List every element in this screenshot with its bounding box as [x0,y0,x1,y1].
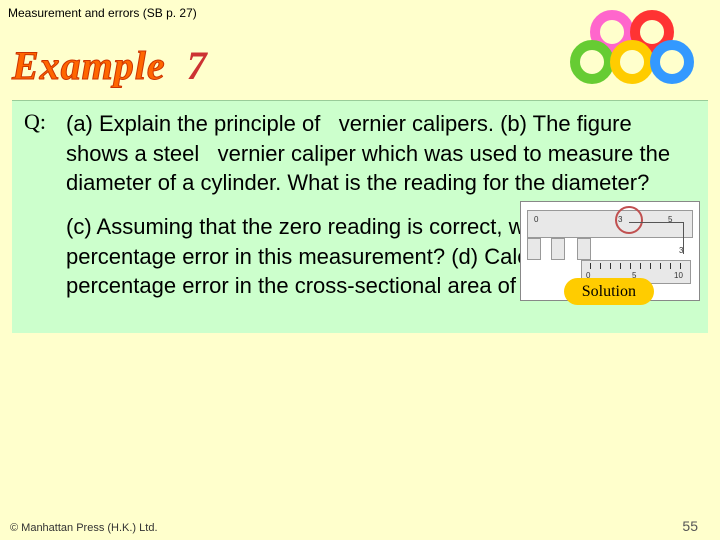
solution-button[interactable]: Solution [564,278,654,306]
caliper-jaw [577,238,591,260]
header-reference: Measurement and errors (SB p. 27) [8,6,197,20]
ring-icon [610,40,654,84]
caliper-jaw [527,238,541,260]
copyright-footer: © Manhattan Press (H.K.) Ltd. [10,522,158,534]
title-word-number: 7 [187,43,208,88]
question-part-ab: (a) Explain the principle of vernier cal… [66,109,696,198]
ring-icon [650,40,694,84]
scale-mark: 0 [534,215,538,226]
title-word-example: Example [12,43,166,88]
scale-mark: 10 [674,271,683,282]
pointer-line [629,222,684,254]
caliper-jaw [551,238,565,260]
question-panel: Q: (a) Explain the principle of vernier … [12,100,708,333]
decorative-rings [530,10,710,100]
slide-title: Example 7 [12,42,208,89]
ring-icon [570,40,614,84]
question-label: Q: [24,109,66,315]
page-number: 55 [682,518,698,534]
question-body: (a) Explain the principle of vernier cal… [66,109,696,315]
